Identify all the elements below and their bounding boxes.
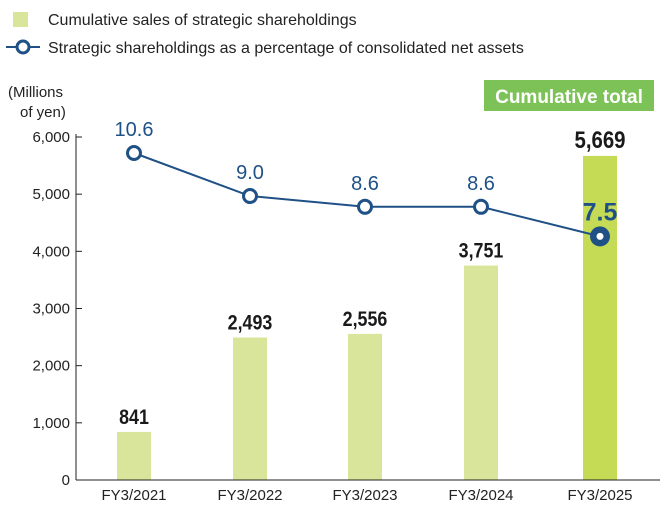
- y-tick-label: 2,000: [32, 358, 70, 375]
- y-tick-label: 3,000: [32, 301, 70, 318]
- line-marker: [242, 188, 258, 205]
- line-marker: [126, 145, 142, 161]
- y-axis: 0 1,000 2,000 3,000 4,000 5,000 6,000: [32, 129, 82, 489]
- line-value-label: 10.6: [115, 119, 154, 141]
- bar: [583, 155, 617, 480]
- line-value-label: 8.6: [467, 173, 495, 195]
- legend: Cumulative sales of strategic shareholdi…: [6, 12, 524, 57]
- bar: [464, 265, 498, 480]
- x-tick-label: FY3/2025: [567, 487, 632, 504]
- bar-value-label: 841: [119, 406, 149, 430]
- bar-value-label: 3,751: [459, 239, 504, 263]
- badge-background: [484, 80, 654, 111]
- x-tick-label: FY3/2024: [448, 487, 513, 504]
- line-value-label: 8.6: [351, 173, 379, 195]
- legend-marker: [15, 39, 31, 55]
- bar-value-label: 2,493: [228, 311, 273, 335]
- x-tick-label: FY3/2021: [101, 487, 166, 504]
- bar: [117, 431, 151, 480]
- line-marker: [357, 198, 373, 215]
- y-tick-label: 4,000: [32, 243, 70, 260]
- y-tick-label: 5,000: [32, 186, 70, 203]
- line-value-label: 9.0: [236, 162, 264, 184]
- y-tick-label: 6,000: [32, 129, 70, 146]
- y-axis-label-line1: (Millions: [8, 84, 63, 101]
- line-marker: [473, 198, 489, 215]
- legend-label-line: Strategic shareholdings as a percentage …: [48, 40, 524, 57]
- badge-label: Cumulative total: [495, 87, 643, 108]
- x-tick-label: FY3/2022: [217, 487, 282, 504]
- legend-swatch-bar: [13, 12, 28, 27]
- x-axis: FY3/2021 FY3/2022 FY3/2023 FY3/2024 FY3/2025: [76, 479, 660, 504]
- bar-value-label: 5,669: [574, 126, 625, 153]
- bars: 841 2,493 2,556 3,751 5,669: [117, 126, 626, 480]
- legend-label-bar: Cumulative sales of strategic shareholdi…: [48, 12, 357, 29]
- bar: [233, 337, 267, 480]
- bar-value-label: 2,556: [343, 308, 388, 332]
- line-marker-center: [596, 232, 604, 240]
- percentage-line: 10.6 9.0 8.6 8.6 7.5: [115, 119, 618, 247]
- cumulative-total-badge: Cumulative total: [484, 80, 654, 111]
- line-value-label: 7.5: [583, 198, 618, 226]
- y-axis-label-line2: of yen): [20, 104, 66, 121]
- y-tick-label: 1,000: [32, 415, 70, 432]
- bar: [348, 333, 382, 480]
- y-tick-label: 0: [62, 472, 70, 489]
- x-tick-label: FY3/2023: [332, 487, 397, 504]
